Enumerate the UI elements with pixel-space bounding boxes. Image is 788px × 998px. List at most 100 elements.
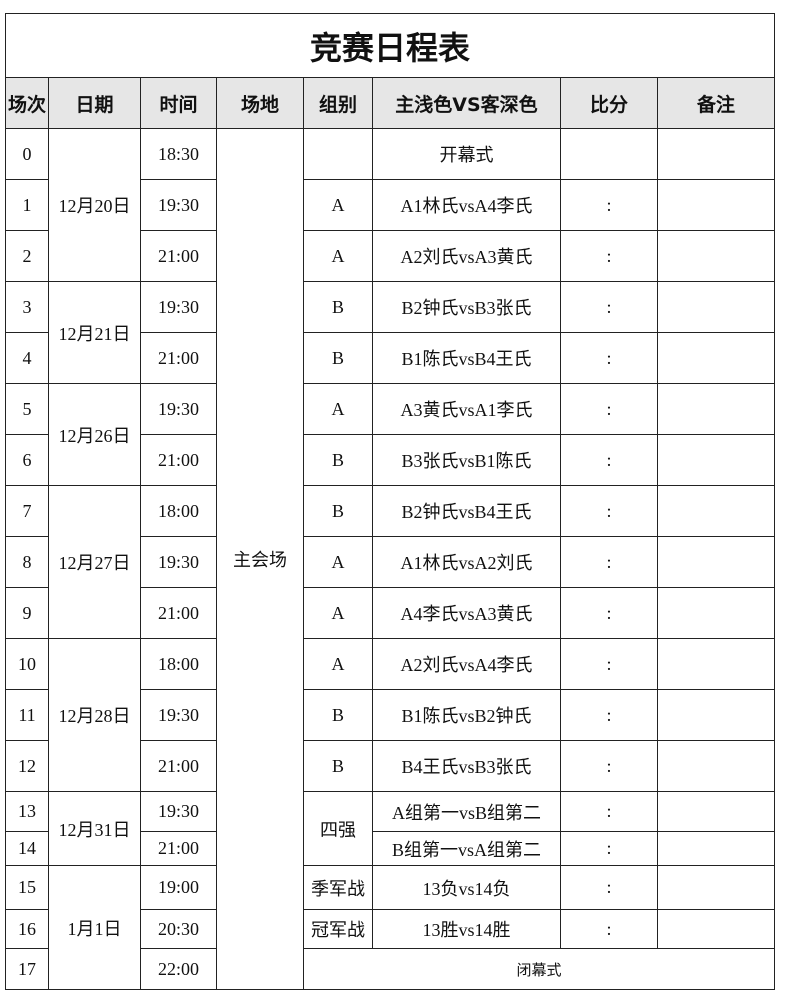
- matchup-cell: A3黄氏vsA1李氏: [372, 383, 561, 435]
- score-cell[interactable]: :: [560, 281, 658, 333]
- date-cell: 12月27日: [48, 485, 141, 639]
- score-cell[interactable]: :: [560, 536, 658, 588]
- notes-cell[interactable]: [656, 179, 776, 231]
- score-cell[interactable]: :: [560, 230, 658, 282]
- header-time: 时间: [140, 77, 217, 129]
- matchup-cell: 13胜vs14胜: [372, 909, 561, 949]
- notes-cell[interactable]: [656, 740, 776, 792]
- matchup-cell: A4李氏vsA3黄氏: [372, 587, 561, 639]
- notes-cell[interactable]: [656, 909, 776, 949]
- date-cell: 12月21日: [48, 281, 141, 384]
- score-cell[interactable]: [560, 128, 658, 180]
- score-cell[interactable]: :: [560, 332, 658, 384]
- match-no-cell: 0: [5, 128, 49, 180]
- time-cell: 20:30: [140, 909, 217, 949]
- time-cell: 18:00: [140, 485, 217, 537]
- group-cell: A: [303, 179, 373, 231]
- group-cell: 冠军战: [303, 909, 373, 949]
- match-no-cell: 7: [5, 485, 49, 537]
- matchup-cell: B3张氏vsB1陈氏: [372, 434, 561, 486]
- score-cell[interactable]: :: [560, 434, 658, 486]
- table-row: 16 20:30 冠军战 13胜vs14胜:: [5, 909, 776, 949]
- date-cell: 1月1日: [48, 865, 141, 990]
- notes-cell[interactable]: [656, 230, 776, 282]
- group-cell: B: [303, 740, 373, 792]
- notes-cell[interactable]: [656, 434, 776, 486]
- matchup-cell: B4王氏vsB3张氏: [372, 740, 561, 792]
- time-cell: 18:30: [140, 128, 217, 180]
- match-no-cell: 8: [5, 536, 49, 588]
- group-cell: B: [303, 332, 373, 384]
- header-score: 比分: [560, 77, 658, 129]
- score-cell[interactable]: :: [560, 831, 658, 866]
- notes-cell[interactable]: [656, 865, 776, 910]
- score-cell[interactable]: :: [560, 383, 658, 435]
- matchup-cell: A2刘氏vsA4李氏: [372, 638, 561, 690]
- time-cell: 21:00: [140, 740, 217, 792]
- score-cell[interactable]: :: [560, 909, 658, 949]
- notes-cell[interactable]: [656, 689, 776, 741]
- score-cell[interactable]: :: [560, 740, 658, 792]
- notes-cell[interactable]: [656, 587, 776, 639]
- time-cell: 19:30: [140, 689, 217, 741]
- score-cell[interactable]: :: [560, 638, 658, 690]
- notes-cell[interactable]: [656, 536, 776, 588]
- score-cell[interactable]: :: [560, 865, 658, 910]
- venue-cell: 主会场: [216, 128, 304, 990]
- table-row: 17 22:00 闭幕式: [5, 948, 776, 990]
- match-no-cell: 14: [5, 831, 49, 866]
- notes-cell[interactable]: [656, 638, 776, 690]
- matchup-cell: B2钟氏vsB3张氏: [372, 281, 561, 333]
- table-row: 3 12月21日 19:30 B B2钟氏vsB3张氏:: [5, 281, 776, 384]
- notes-cell[interactable]: [656, 383, 776, 435]
- notes-cell[interactable]: [656, 485, 776, 537]
- table-row: 2 21:00 A A2刘氏vsA3黄氏:: [5, 230, 776, 282]
- matchup-cell: B1陈氏vsB2钟氏: [372, 689, 561, 741]
- score-cell[interactable]: :: [560, 689, 658, 741]
- match-no-cell: 16: [5, 909, 49, 949]
- date-cell: 12月26日: [48, 383, 141, 486]
- match-no-cell: 10: [5, 638, 49, 690]
- group-cell: B: [303, 281, 373, 333]
- notes-cell[interactable]: [656, 281, 776, 333]
- match-no-cell: 15: [5, 865, 49, 910]
- matchup-cell: A2刘氏vsA3黄氏: [372, 230, 561, 282]
- time-cell: 21:00: [140, 831, 217, 866]
- score-cell[interactable]: :: [560, 587, 658, 639]
- match-no-cell: 2: [5, 230, 49, 282]
- matchup-cell: B1陈氏vsB4王氏: [372, 332, 561, 384]
- table-row: 4 21:00 B B1陈氏vsB4王氏:: [5, 332, 776, 384]
- matchup-cell: B组第一vsA组第二: [372, 831, 561, 866]
- match-no-cell: 9: [5, 587, 49, 639]
- group-cell: A: [303, 638, 373, 690]
- notes-cell[interactable]: [656, 831, 776, 866]
- notes-cell[interactable]: [656, 332, 776, 384]
- notes-cell[interactable]: [656, 791, 776, 832]
- header-matchup: 主浅色VS客深色: [372, 77, 561, 129]
- matchup-cell: 13负vs14负: [372, 865, 561, 910]
- group-cell: A: [303, 383, 373, 435]
- group-cell: 四强: [303, 791, 373, 866]
- score-cell[interactable]: :: [560, 179, 658, 231]
- score-cell[interactable]: :: [560, 485, 658, 537]
- time-cell: 21:00: [140, 230, 217, 282]
- table-row: 7 12月27日 18:00 B B2钟氏vsB4王氏:: [5, 485, 776, 639]
- table-row: 9 21:00 A A4李氏vsA3黄氏:: [5, 587, 776, 639]
- group-cell: B: [303, 485, 373, 537]
- match-no-cell: 13: [5, 791, 49, 832]
- time-cell: 21:00: [140, 332, 217, 384]
- table-row: 8 19:30 A A1林氏vsA2刘氏:: [5, 536, 776, 588]
- table-row: 10 12月28日 18:00 A A2刘氏vsA4李氏:: [5, 638, 776, 792]
- date-cell: 12月28日: [48, 638, 141, 792]
- score-cell[interactable]: :: [560, 791, 658, 832]
- header-match-no: 场次: [5, 77, 49, 129]
- notes-cell[interactable]: [656, 128, 776, 180]
- header-venue: 场地: [216, 77, 304, 129]
- matchup-cell: A组第一vsB组第二: [372, 791, 561, 832]
- group-cell: A: [303, 230, 373, 282]
- table-row: 0 12月20日 18:30 主会场 开幕式: [5, 128, 776, 990]
- header-notes: 备注: [656, 77, 776, 129]
- schedule-table: 竞赛日程表 场次 日期 时间 场地 组别 主浅色VS客深色 比分 备注 0 12月20日 18:3…: [4, 13, 776, 990]
- match-no-cell: 1: [5, 179, 49, 231]
- time-cell: 18:00: [140, 638, 217, 690]
